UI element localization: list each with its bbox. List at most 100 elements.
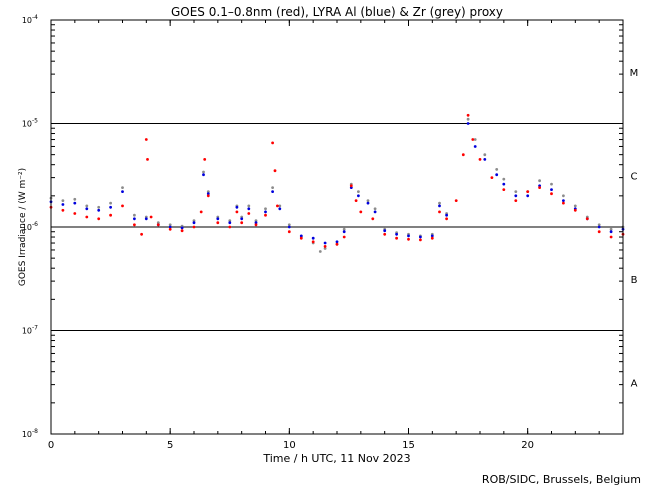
data-point	[318, 250, 322, 253]
series-goes-0-1-0-8nm	[49, 113, 625, 248]
data-point	[228, 221, 232, 225]
data-point	[168, 227, 172, 231]
data-point	[156, 221, 160, 225]
data-point	[254, 223, 258, 227]
data-point	[323, 241, 327, 245]
data-point	[359, 210, 363, 214]
data-point	[299, 236, 303, 240]
data-point	[430, 236, 434, 240]
data-point	[526, 194, 530, 198]
y-tick-label: 10-5	[22, 118, 38, 129]
data-point	[97, 205, 101, 209]
x-tick-label: 15	[402, 440, 415, 451]
data-point	[438, 201, 441, 205]
data-point	[156, 223, 160, 227]
data-point	[550, 182, 553, 186]
data-point	[140, 232, 144, 236]
data-point	[206, 190, 210, 194]
data-point	[502, 182, 506, 186]
data-point	[61, 199, 65, 203]
data-point	[180, 229, 184, 233]
data-point	[311, 240, 315, 244]
series-points	[49, 113, 625, 253]
data-point	[278, 207, 282, 211]
data-point	[247, 212, 251, 215]
data-point	[216, 221, 220, 225]
data-point	[454, 199, 458, 203]
data-point	[264, 213, 267, 217]
data-point	[203, 158, 207, 161]
data-point	[495, 168, 499, 171]
data-point	[323, 245, 327, 248]
data-point	[419, 238, 422, 242]
data-point	[254, 221, 258, 225]
data-point	[235, 205, 239, 209]
data-point	[133, 217, 136, 221]
series-lyra-al	[49, 122, 625, 245]
data-point	[445, 217, 448, 221]
data-point	[199, 210, 203, 214]
data-point	[550, 192, 553, 196]
data-point	[357, 190, 360, 194]
data-point	[609, 235, 613, 239]
data-point	[445, 213, 448, 217]
data-point	[121, 190, 124, 194]
data-point	[490, 176, 494, 180]
data-point	[73, 212, 77, 215]
data-point	[228, 219, 232, 223]
data-point	[466, 113, 470, 117]
data-point	[254, 219, 258, 223]
data-point	[97, 208, 101, 212]
data-point	[133, 223, 136, 227]
data-point	[471, 138, 475, 141]
data-point	[216, 217, 220, 221]
x-axis-label: Time / h UTC, 11 Nov 2023	[262, 452, 410, 465]
x-tick-label: 0	[48, 440, 54, 451]
data-point	[287, 225, 291, 229]
data-point	[407, 234, 410, 238]
data-point	[146, 158, 149, 161]
data-point	[483, 158, 487, 161]
flare-class-label: A	[631, 378, 638, 389]
data-point	[514, 199, 518, 203]
data-point	[419, 235, 422, 239]
data-point	[264, 210, 267, 214]
data-point	[395, 236, 398, 240]
data-point	[202, 170, 205, 174]
data-point	[109, 205, 112, 209]
data-point	[502, 188, 506, 192]
data-point	[247, 204, 251, 208]
data-point	[526, 190, 530, 194]
data-point	[276, 204, 279, 208]
data-point	[373, 210, 377, 214]
data-point	[240, 217, 244, 221]
data-point	[407, 237, 410, 241]
data-point	[438, 210, 441, 214]
data-point	[597, 223, 601, 227]
data-point	[85, 207, 89, 211]
data-point	[235, 210, 239, 214]
x-tick-label: 10	[283, 440, 296, 451]
y-tick-label: 10-4	[22, 14, 38, 25]
x-tick-label: 5	[167, 440, 173, 451]
data-point	[144, 138, 148, 141]
flare-class-label: C	[631, 171, 638, 182]
data-point	[473, 138, 477, 141]
data-point	[287, 230, 291, 234]
y-tick-label: 10-6	[22, 221, 38, 232]
data-point	[73, 197, 77, 201]
data-point	[466, 117, 470, 121]
data-point	[278, 204, 282, 208]
data-point	[109, 201, 112, 205]
data-point	[562, 194, 565, 198]
data-point	[597, 230, 601, 234]
y-axis-ticks: 10-8 10-7 10-6 10-5 10-4	[22, 14, 623, 439]
data-point	[61, 203, 65, 206]
data-point	[192, 221, 196, 225]
data-point	[335, 242, 339, 246]
data-point	[264, 207, 267, 211]
data-point	[495, 173, 499, 177]
data-point	[461, 153, 465, 157]
data-point	[349, 184, 353, 188]
data-point	[483, 153, 487, 157]
